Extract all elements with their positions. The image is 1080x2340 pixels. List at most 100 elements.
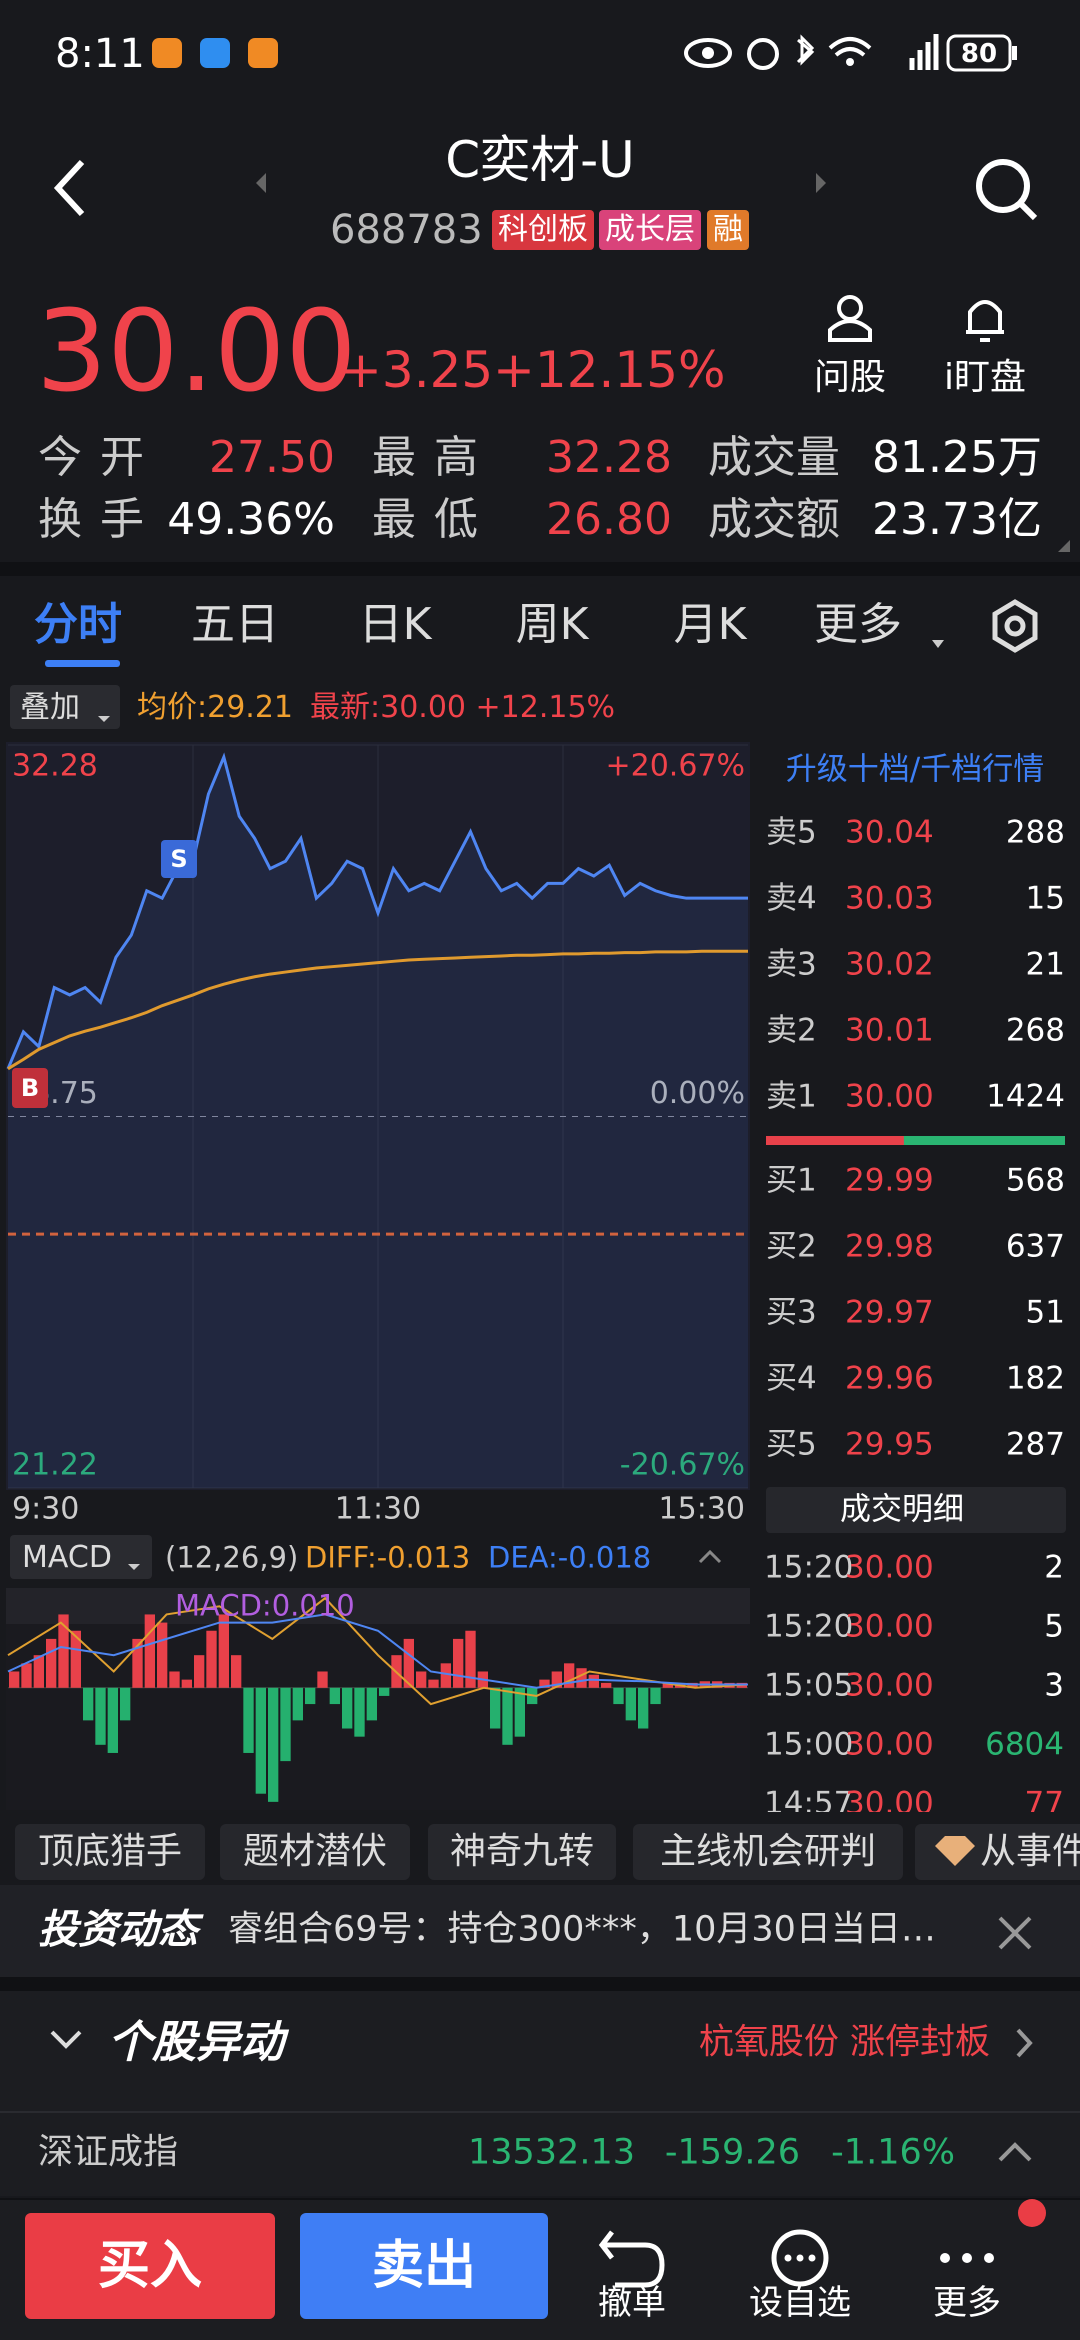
book-volume: 182 xyxy=(1005,1360,1065,1397)
search-icon[interactable] xyxy=(1018,201,1038,221)
book-volume: 21 xyxy=(1025,946,1065,983)
macd-bar xyxy=(317,1671,328,1688)
chevron-icon[interactable] xyxy=(1016,2028,1033,2058)
tool-label[interactable]: 顶底猎手 xyxy=(37,1831,183,1872)
tool-label[interactable]: 题材潜伏 xyxy=(242,1831,388,1872)
book-price: 29.95 xyxy=(845,1426,934,1463)
trade-time: 15:00 xyxy=(764,1726,854,1763)
bar-item[interactable]: 撤单 xyxy=(598,2283,666,2323)
close-icon[interactable] xyxy=(998,1916,1032,1950)
tab[interactable]: 更多 xyxy=(814,599,902,650)
price-line xyxy=(6,752,748,1070)
collapse-icon[interactable] xyxy=(698,1549,722,1564)
macd-bar xyxy=(613,1687,624,1705)
overlay-button[interactable] xyxy=(10,685,120,729)
stat-value: 23.73亿 xyxy=(872,494,1042,545)
macd-bar xyxy=(33,1655,44,1688)
price-area xyxy=(8,757,748,1488)
more-icon[interactable] xyxy=(962,2253,972,2263)
diamond-icon xyxy=(935,1836,975,1866)
stock-code: 688783 xyxy=(330,207,483,253)
signal-icon xyxy=(909,34,939,70)
settings-icon[interactable] xyxy=(992,599,1038,653)
undo-icon[interactable] xyxy=(598,2230,665,2288)
book-label: 卖2 xyxy=(766,1012,817,1049)
action-label[interactable]: i盯盘 xyxy=(943,357,1027,398)
book-label: 买4 xyxy=(766,1360,817,1397)
movers-text[interactable]: 杭氧股份 涨停封板 xyxy=(698,2022,990,2063)
macd-bar xyxy=(502,1687,513,1745)
tool-label[interactable]: 从事件 xyxy=(980,1831,1080,1872)
tab[interactable]: 分时 xyxy=(34,599,122,650)
tool-label[interactable]: 神奇九转 xyxy=(449,1831,595,1872)
ask-icon[interactable] xyxy=(828,319,872,342)
separator xyxy=(0,1977,1080,1991)
trade-volume: 2 xyxy=(1044,1549,1064,1586)
bar-item[interactable]: 更多 xyxy=(933,2283,1001,2323)
book-label: 卖5 xyxy=(766,814,817,851)
trades-title[interactable]: 成交明细 xyxy=(840,1491,964,1528)
sell-button[interactable] xyxy=(300,2213,548,2319)
y-tick-label: 21.22 xyxy=(12,1448,98,1483)
ask-icon[interactable] xyxy=(837,295,863,321)
bar-item[interactable]: 设自选 xyxy=(749,2283,851,2323)
news-text[interactable]: 睿组合69号：持仓300***，10月30日当日… xyxy=(228,1909,936,1950)
sell-label[interactable]: 卖出 xyxy=(371,2236,477,2296)
macd-button[interactable] xyxy=(10,1535,152,1579)
macd-bar xyxy=(440,1663,451,1688)
tab[interactable]: 五日 xyxy=(191,599,279,650)
next-icon[interactable] xyxy=(816,173,826,193)
trade-price: 30.00 xyxy=(845,1549,934,1586)
book-header[interactable]: 升级十档/千档行情 xyxy=(785,751,1045,788)
news-bar[interactable] xyxy=(0,1885,1080,1977)
book-label: 卖3 xyxy=(766,946,817,983)
buy-button[interactable] xyxy=(25,2213,275,2319)
pct-label: -20.67% xyxy=(620,1448,745,1483)
more-icon[interactable] xyxy=(984,2253,994,2263)
macd-bar xyxy=(70,1630,81,1688)
macd-bar xyxy=(564,1663,575,1688)
avg-price: 均价:29.21 xyxy=(137,690,293,725)
book-price: 29.99 xyxy=(845,1162,934,1199)
indicator-label[interactable]: MACD xyxy=(22,1540,112,1575)
macd-bar xyxy=(428,1679,439,1688)
tab[interactable]: 日K xyxy=(358,599,432,650)
tab[interactable]: 月K xyxy=(673,599,747,650)
trade-volume: 6804 xyxy=(985,1726,1064,1763)
macd-bar xyxy=(576,1668,587,1688)
tool-chip[interactable] xyxy=(633,1824,903,1880)
stat-value: 27.50 xyxy=(209,432,335,483)
collapse-icon[interactable] xyxy=(50,2030,82,2049)
back-icon[interactable] xyxy=(53,159,85,217)
search-icon[interactable] xyxy=(976,159,1030,213)
watch-icon[interactable] xyxy=(966,300,1004,342)
tool-chip[interactable] xyxy=(15,1824,205,1880)
trade-price: 30.00 xyxy=(845,1608,934,1645)
settings-icon[interactable] xyxy=(1004,615,1026,637)
more-icon[interactable] xyxy=(940,2253,950,2263)
watchlist-icon[interactable] xyxy=(784,2254,792,2262)
bluetooth-icon xyxy=(796,34,815,66)
tab[interactable]: 周K xyxy=(515,599,589,650)
overlay-label[interactable]: 叠加 xyxy=(20,690,80,725)
stat-value: 26.80 xyxy=(546,494,672,545)
collapse-icon[interactable] xyxy=(998,2142,1032,2162)
prev-icon[interactable] xyxy=(256,173,266,193)
expand-icon[interactable] xyxy=(1058,540,1070,552)
tool-chip[interactable] xyxy=(220,1824,410,1880)
tool-chip[interactable] xyxy=(428,1824,616,1880)
buy-label[interactable]: 买入 xyxy=(97,2236,203,2296)
watchlist-icon[interactable] xyxy=(796,2254,804,2262)
book-price: 30.04 xyxy=(845,814,934,851)
divider xyxy=(0,2111,1080,2113)
action-label[interactable]: 问股 xyxy=(813,357,887,398)
trades-tab[interactable] xyxy=(766,1487,1066,1533)
watchlist-icon[interactable] xyxy=(771,2229,829,2287)
tool-label[interactable]: 主线机会研判 xyxy=(659,1831,877,1872)
macd-bar xyxy=(305,1687,316,1705)
book-volume: 287 xyxy=(1005,1426,1065,1463)
trade-price: 30.00 xyxy=(845,1726,934,1763)
macd-bar xyxy=(9,1671,20,1688)
book-price: 30.03 xyxy=(845,880,934,917)
watchlist-icon[interactable] xyxy=(808,2254,816,2262)
